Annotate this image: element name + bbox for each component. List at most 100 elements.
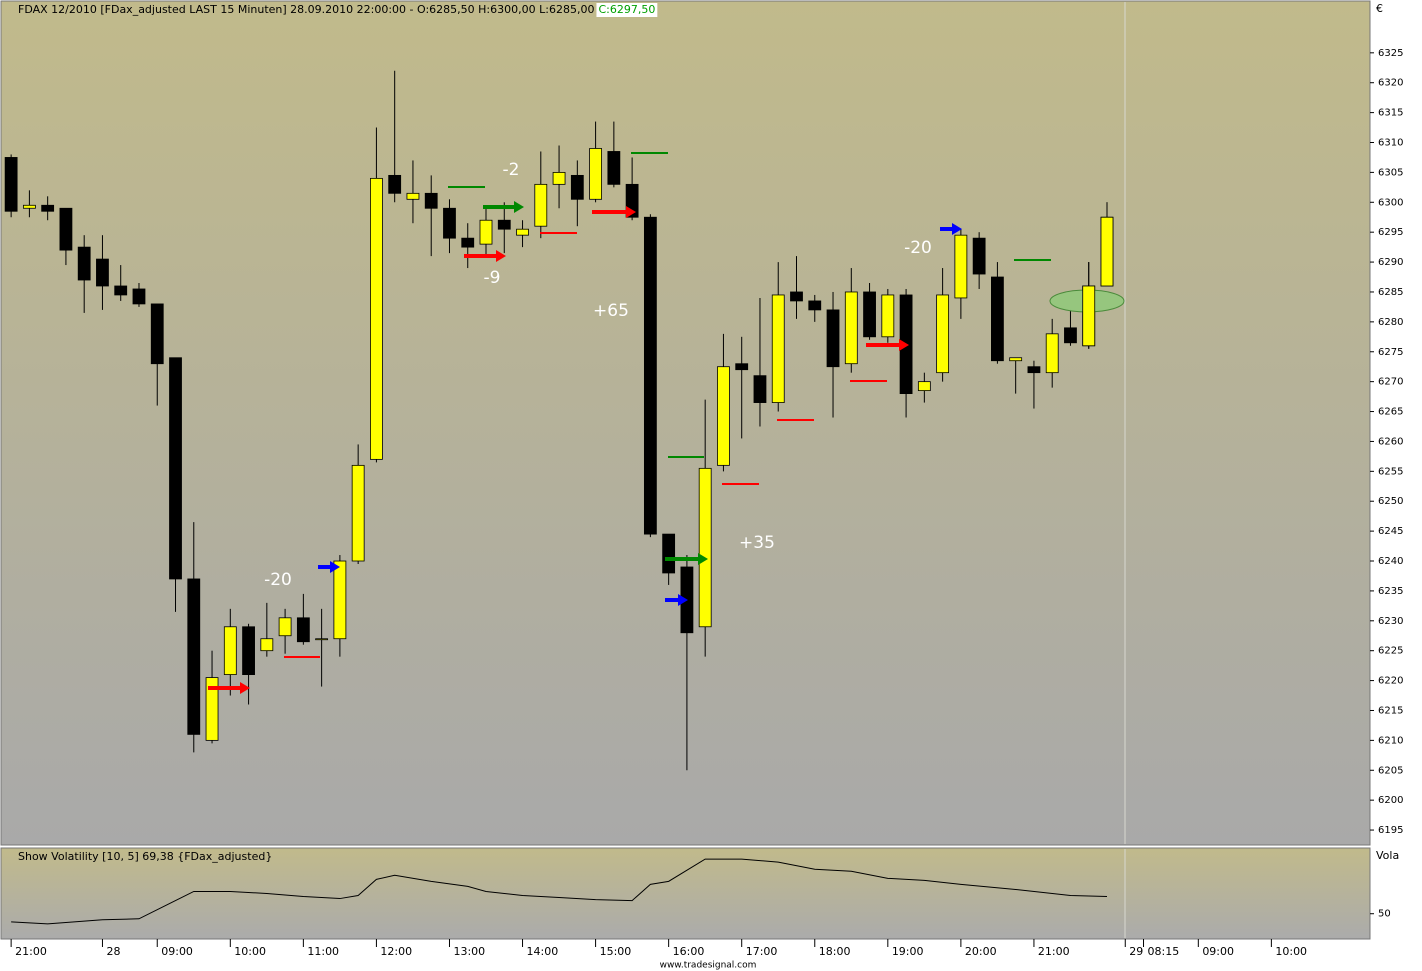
arrow-head: [952, 223, 962, 235]
x-tick-label: 10:00: [1275, 945, 1307, 958]
y-tick-label: 6305: [1378, 167, 1403, 178]
candle-body: [114, 285, 128, 296]
candle-body: [844, 291, 858, 365]
candle-body: [1027, 366, 1041, 374]
candle-body: [717, 366, 730, 466]
candle-body: [589, 148, 602, 200]
y-tick-label: 6200: [1378, 795, 1403, 806]
annotation: -20: [264, 570, 292, 590]
candle-body: [296, 617, 310, 643]
indicator-line: [11, 858, 1108, 925]
candle-body: [315, 638, 329, 641]
candle-body: [607, 151, 621, 185]
candle-body: [1009, 357, 1023, 362]
arrow-head: [626, 206, 636, 218]
x-tick-label: 08:15: [1148, 945, 1180, 958]
candle-body: [132, 288, 146, 305]
arrow-head: [496, 250, 506, 262]
candle-body: [643, 216, 657, 535]
footer: www.tradesignal.com: [660, 961, 757, 971]
candle-body: [388, 174, 402, 194]
y-tick-label: 6280: [1378, 317, 1403, 328]
candle-body: [260, 638, 274, 652]
candle-body: [242, 626, 255, 676]
x-tick-label: 13:00: [453, 945, 485, 958]
annotation: -20: [904, 238, 932, 258]
annotation: +35: [739, 533, 775, 553]
y-tick-label: 6315: [1378, 108, 1403, 119]
candle-body: [461, 237, 475, 248]
chart-title: FDAX 12/2010 [FDax_adjusted LAST 15 Minu…: [18, 3, 594, 16]
arrow-head: [899, 339, 909, 351]
candle-body: [552, 171, 566, 185]
y-tick-label: 6260: [1378, 436, 1403, 447]
candle-body: [516, 228, 529, 236]
y-tick-label: 6220: [1378, 676, 1403, 687]
candle-body: [698, 467, 712, 628]
x-tick-label: 09:00: [1202, 945, 1234, 958]
candle-body: [443, 207, 456, 239]
y-tick-label: 6270: [1378, 377, 1403, 388]
candle-body: [4, 157, 18, 212]
x-tick-label: 15:00: [600, 945, 632, 958]
candle-body: [77, 246, 91, 281]
candle-body: [1064, 327, 1077, 344]
candle-body: [41, 204, 55, 212]
candle-body: [991, 276, 1004, 362]
candle-body: [972, 237, 986, 275]
candle-body: [424, 192, 438, 209]
candle-body: [169, 357, 182, 580]
close-box: [596, 3, 658, 17]
y-tick-label: 6195: [1378, 825, 1403, 836]
y-tick-label: 6255: [1378, 466, 1403, 477]
candle-body: [753, 375, 767, 403]
x-tick-label: 29: [1129, 945, 1143, 958]
x-tick-label: 12:00: [380, 945, 412, 958]
candle-body: [954, 234, 968, 299]
candle-body: [808, 300, 822, 311]
y-tick-label: 6205: [1378, 765, 1403, 776]
x-tick-label: 18:00: [819, 945, 851, 958]
y-tick-label: 6320: [1378, 78, 1403, 89]
price-pane: [0, 0, 1371, 846]
y-tick-label: 6245: [1378, 526, 1403, 537]
indicator-axis-label: Vola: [1376, 849, 1399, 862]
candle-body: [406, 192, 420, 200]
y-tick-label: 6210: [1378, 735, 1403, 746]
annotation: +65: [593, 301, 629, 321]
y-tick-label: 6235: [1378, 586, 1403, 597]
candle-body: [826, 309, 840, 368]
candle-body: [223, 626, 237, 676]
candle-body: [917, 381, 931, 392]
candle-body: [59, 207, 73, 251]
candle-body: [771, 294, 785, 403]
indicator-pane: [0, 847, 1371, 940]
x-tick-label: 28: [106, 945, 120, 958]
candle-body: [863, 291, 876, 338]
x-tick-label: 17:00: [746, 945, 778, 958]
arrow-head: [240, 682, 250, 694]
x-tick-label: 11:00: [307, 945, 339, 958]
y-tick-label: 6240: [1378, 556, 1403, 567]
arrow-head: [698, 553, 708, 565]
candle-body: [534, 183, 548, 227]
y-tick-label: 6250: [1378, 496, 1403, 507]
candle-body: [570, 174, 584, 200]
y-tick-label: 6215: [1378, 705, 1403, 716]
x-tick-label: 21:00: [15, 945, 47, 958]
y-tick-label: 6300: [1378, 197, 1403, 208]
x-tick-label: 09:00: [161, 945, 193, 958]
x-tick-label: 20:00: [965, 945, 997, 958]
y-tick-label: 6310: [1378, 138, 1403, 149]
indicator-title: Show Volatility [10, 5] 69,38 {FDax_adju…: [18, 850, 272, 863]
x-tick-label: 21:00: [1038, 945, 1070, 958]
candle-body: [936, 294, 950, 374]
x-tick-label: 10:00: [234, 945, 266, 958]
x-tick-label: 16:00: [673, 945, 705, 958]
candle-body: [96, 258, 109, 287]
candle-body: [351, 464, 365, 562]
candle-body: [333, 560, 347, 640]
candle-body: [1082, 285, 1096, 347]
y-tick-label: 6295: [1378, 227, 1403, 238]
